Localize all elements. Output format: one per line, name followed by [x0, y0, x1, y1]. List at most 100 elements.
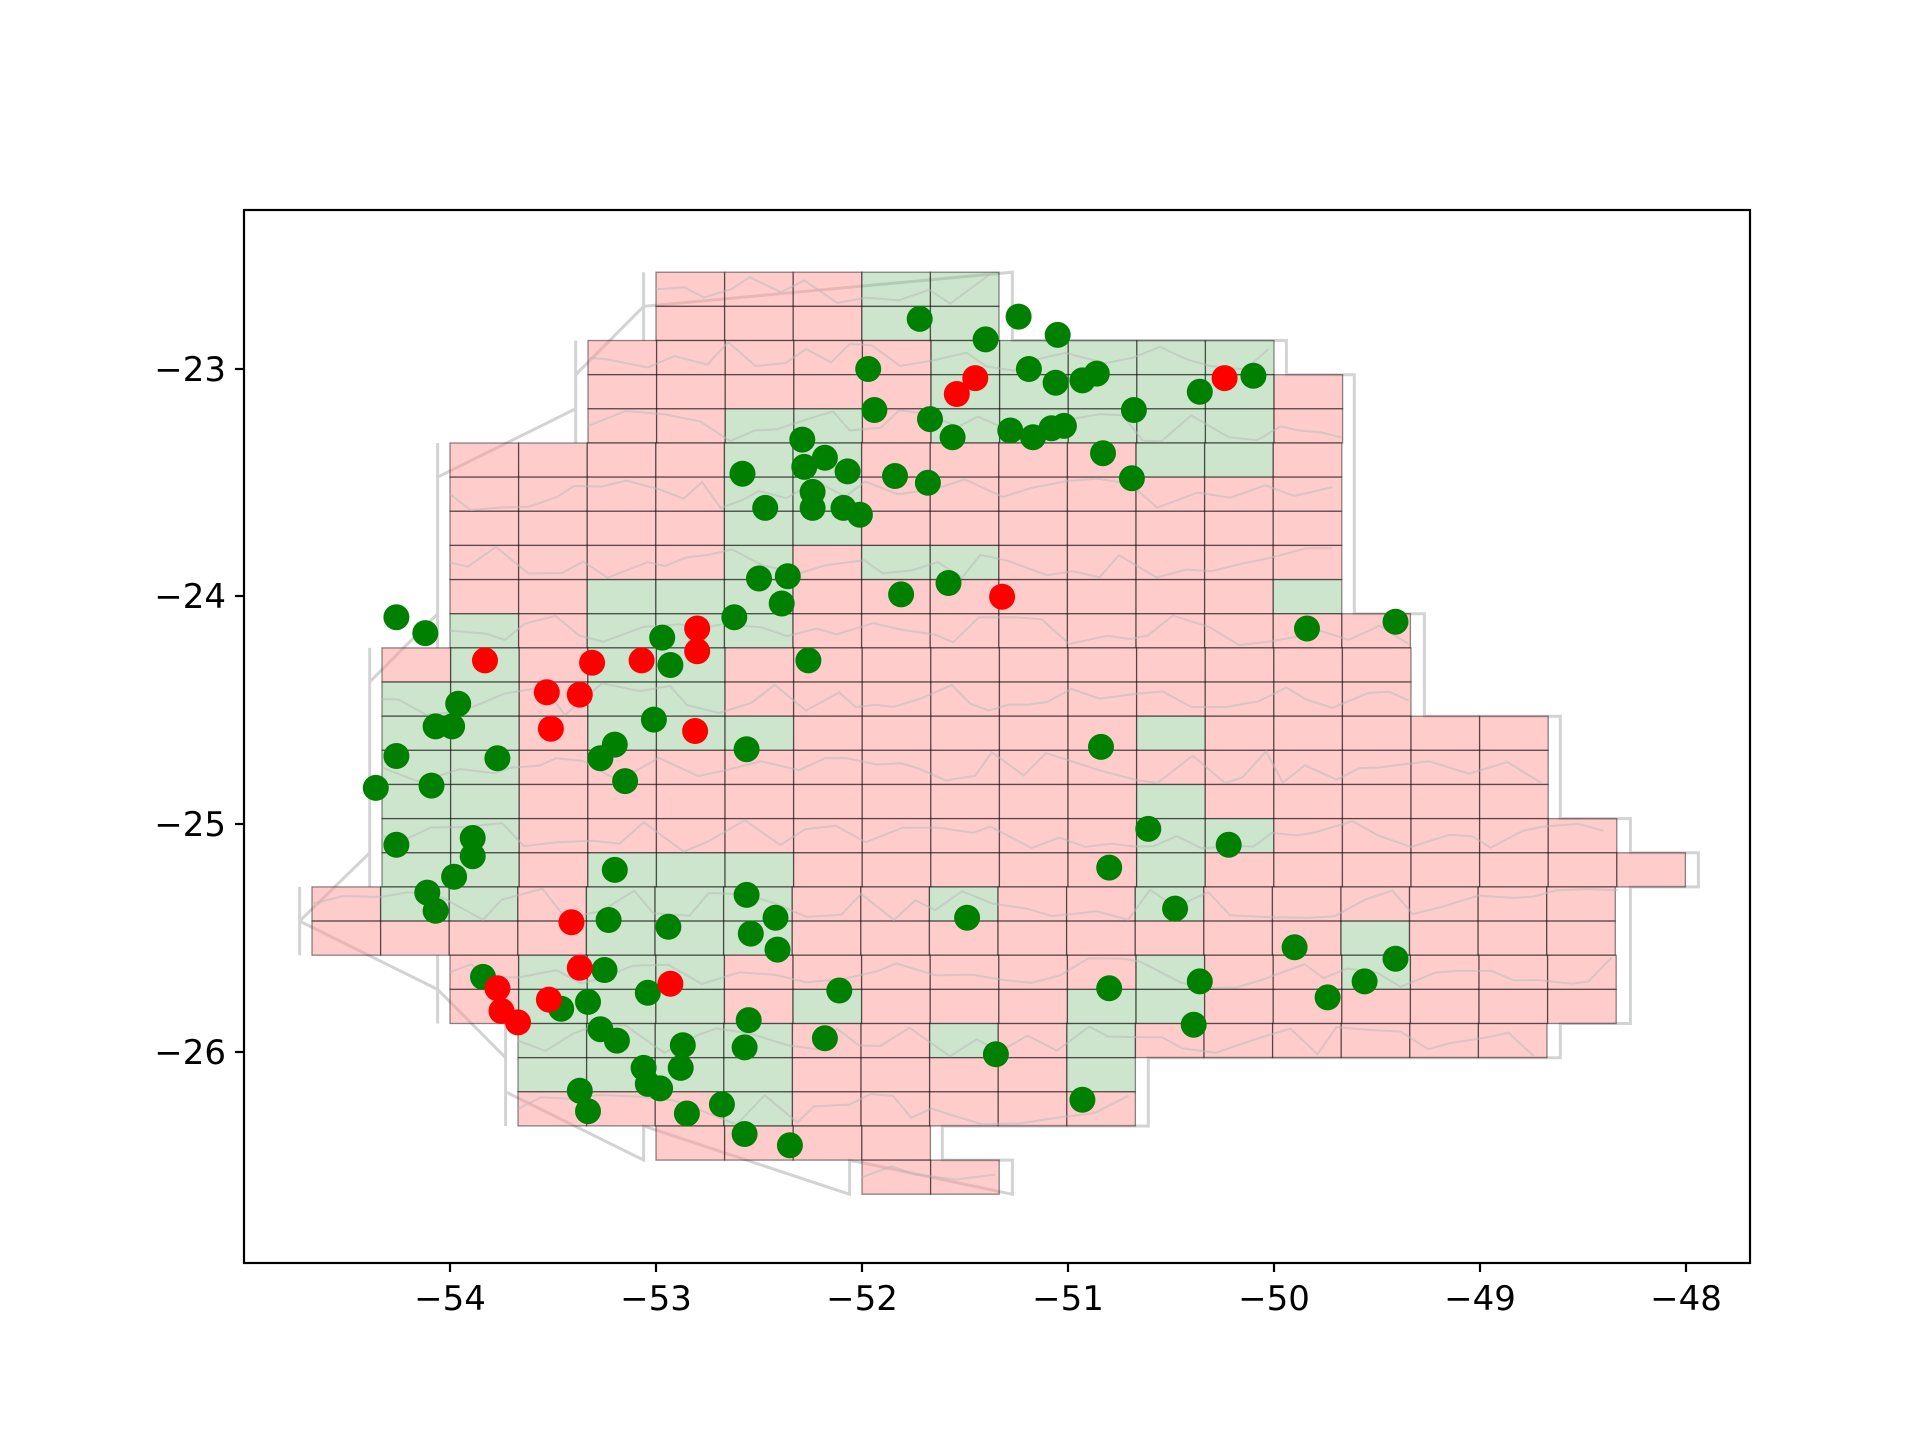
point-green — [774, 563, 801, 590]
grid-cell — [724, 783, 795, 820]
grid-cell — [860, 920, 931, 956]
point-red — [682, 718, 709, 744]
grid-cell — [1066, 578, 1137, 615]
grid-cell-marked — [655, 852, 726, 888]
grid-cell — [1409, 988, 1480, 1025]
grid-cell — [998, 681, 1069, 717]
grid-cell-marked — [724, 408, 795, 444]
grid-cell — [587, 374, 658, 410]
point-red — [989, 583, 1016, 610]
grid-cell — [449, 544, 520, 581]
grid-cell — [998, 715, 1069, 751]
boundary-line — [449, 614, 1409, 647]
grid-cell-marked — [1066, 1057, 1137, 1093]
grid-cell — [860, 1022, 931, 1059]
grid-cell — [861, 852, 932, 888]
grid-cell-marked — [1066, 1022, 1137, 1059]
point-green — [1135, 815, 1162, 842]
point-green — [1162, 895, 1189, 922]
point-green — [935, 570, 962, 596]
point-green — [982, 1041, 1009, 1068]
point-green — [1382, 608, 1409, 635]
grid-cell — [1203, 920, 1274, 956]
axes-frame — [242, 208, 1752, 1265]
grid-cell — [929, 442, 1000, 478]
grid-cell — [792, 305, 863, 342]
x-tick: −51 — [1032, 1263, 1104, 1319]
grid-cell — [1546, 988, 1617, 1025]
grid-cell — [1065, 920, 1136, 956]
boundary-line — [449, 956, 1613, 989]
y-tick-label: −23 — [154, 350, 226, 390]
point-green — [764, 936, 791, 963]
grid-cell — [448, 920, 519, 956]
grid-cell — [928, 1091, 999, 1127]
grid-cell — [1203, 578, 1274, 615]
grid-cell — [793, 374, 864, 410]
point-green — [1281, 934, 1308, 961]
grid-cell — [1203, 510, 1274, 547]
grid-cell — [1616, 852, 1687, 888]
grid-cell-marked — [585, 920, 656, 956]
point-green — [846, 501, 873, 528]
point-red — [628, 647, 655, 674]
grid-cell-marked — [724, 852, 795, 888]
boundary-line — [517, 1093, 1129, 1126]
point-green — [954, 904, 981, 931]
grid-cell — [1477, 886, 1548, 922]
grid-cell — [655, 510, 726, 547]
x-tick-label: −53 — [620, 1279, 692, 1319]
x-tick-label: −50 — [1238, 1279, 1310, 1319]
point-green — [735, 1007, 762, 1034]
grid-cell — [791, 1057, 862, 1093]
grid-cell-marked — [1135, 442, 1206, 478]
grid-cell — [449, 476, 520, 512]
grid-cell — [724, 817, 795, 854]
point-green — [731, 1121, 758, 1147]
grid-cell — [449, 442, 520, 478]
grid-cell — [1478, 852, 1549, 888]
point-green — [383, 831, 410, 858]
point-red — [537, 715, 564, 742]
grid-cell — [1272, 442, 1343, 478]
grid-cell — [723, 271, 794, 307]
grid-cell — [860, 510, 931, 547]
grid-cell — [1341, 783, 1412, 820]
x-tick: −49 — [1444, 1263, 1516, 1319]
y-tick: −24 — [154, 577, 244, 617]
point-green — [752, 494, 779, 521]
point-green — [733, 736, 760, 763]
point-green — [737, 920, 764, 947]
grid-cell — [929, 476, 1000, 512]
point-green — [1096, 975, 1123, 1002]
grid-cell — [1478, 988, 1549, 1025]
grid-cell — [1203, 954, 1274, 990]
point-green — [1050, 412, 1077, 439]
grid-cell — [1135, 647, 1206, 683]
grid-cell-marked — [1135, 852, 1206, 888]
point-green — [834, 458, 861, 485]
grid-cell — [655, 408, 726, 444]
point-green — [826, 977, 853, 1004]
grid-cell — [1477, 920, 1548, 956]
grid-cell-marked — [449, 783, 520, 820]
grid-cell — [1065, 886, 1136, 922]
grid-cell — [792, 852, 863, 888]
point-green — [418, 772, 445, 799]
point-green — [914, 469, 941, 496]
grid-cell — [655, 305, 726, 342]
y-tick-label: −26 — [154, 1033, 226, 1073]
grid-cell — [311, 886, 382, 922]
point-green — [422, 713, 449, 740]
grid-cell — [1273, 374, 1344, 410]
grid-cell — [724, 647, 795, 683]
grid-cell — [1271, 1022, 1342, 1059]
grid-cell — [1273, 647, 1344, 683]
grid-cell — [860, 988, 931, 1025]
point-red — [566, 681, 593, 708]
grid-cell — [792, 1125, 863, 1161]
point-green — [575, 1098, 601, 1125]
grid-cell-marked — [1135, 783, 1206, 820]
point-green — [422, 897, 449, 924]
point-green — [731, 1034, 758, 1061]
